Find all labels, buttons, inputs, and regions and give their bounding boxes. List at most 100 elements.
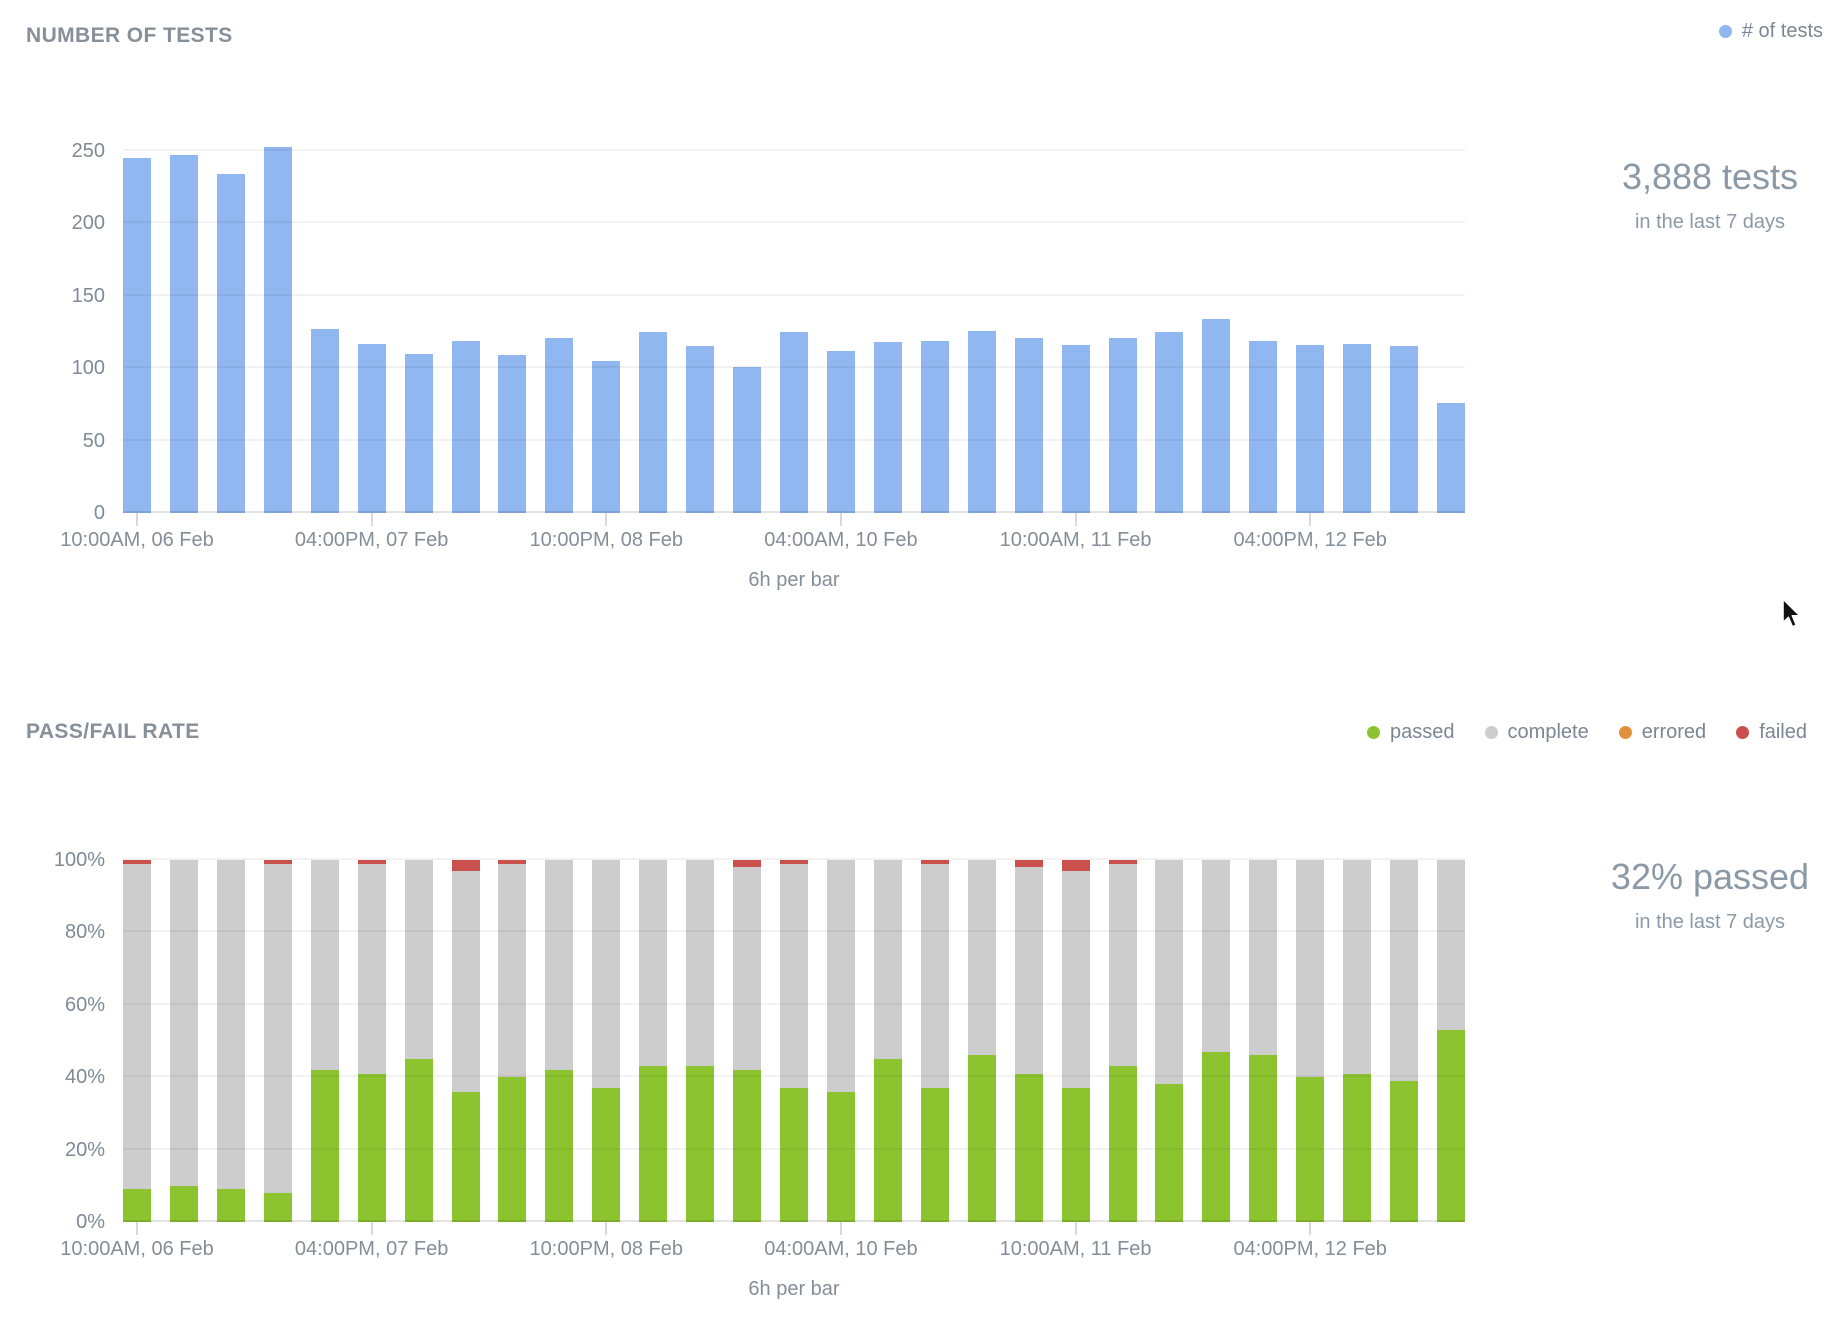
stacked-bar-segment-passed[interactable] <box>1108 1066 1137 1222</box>
stacked-bar-segment-passed[interactable] <box>169 1185 198 1222</box>
bar[interactable] <box>451 340 480 513</box>
stacked-bar-segment-passed[interactable] <box>733 1069 762 1222</box>
stacked-bar-segment-complete[interactable] <box>545 860 574 1070</box>
stacked-bar-segment-passed[interactable] <box>1437 1030 1465 1222</box>
stacked-bar-segment-passed[interactable] <box>123 1189 151 1222</box>
stacked-bar-segment-passed[interactable] <box>1390 1080 1419 1222</box>
bar[interactable] <box>357 343 386 513</box>
stacked-bar-segment-complete[interactable] <box>451 870 480 1092</box>
bar[interactable] <box>263 146 292 513</box>
stacked-bar-segment-failed[interactable] <box>357 860 386 864</box>
bar[interactable] <box>873 342 902 513</box>
bar[interactable] <box>1343 343 1372 513</box>
stacked-bar-segment-complete[interactable] <box>404 860 433 1060</box>
stacked-bar-segment-complete[interactable] <box>1155 860 1184 1085</box>
stacked-bar-segment-failed[interactable] <box>1014 860 1043 868</box>
stacked-bar-segment-passed[interactable] <box>1202 1051 1231 1222</box>
stacked-bar-segment-passed[interactable] <box>967 1055 996 1222</box>
number-of-tests-chart[interactable]: 0 50 100 150 200 250 10:00AM, 06 Feb 04:00PM, 0… <box>60 128 1465 591</box>
bar[interactable] <box>826 350 855 513</box>
stacked-bar-segment-failed[interactable] <box>498 860 527 864</box>
bar[interactable] <box>498 355 527 513</box>
stacked-bar-segment-passed[interactable] <box>357 1073 386 1222</box>
stacked-bar-segment-complete[interactable] <box>686 860 715 1067</box>
bar[interactable] <box>1390 346 1419 513</box>
stacked-bar-segment-complete[interactable] <box>1296 860 1325 1078</box>
bar[interactable] <box>733 366 762 513</box>
bar[interactable] <box>310 329 339 513</box>
stacked-bar-segment-complete[interactable] <box>780 863 808 1089</box>
stacked-bar-segment-complete[interactable] <box>920 863 949 1089</box>
legend-item-failed[interactable]: failed <box>1736 721 1807 744</box>
stacked-bar-segment-passed[interactable] <box>451 1091 480 1222</box>
stacked-bar-segment-complete[interactable] <box>310 860 339 1070</box>
stacked-bar-segment-failed[interactable] <box>451 860 480 871</box>
stacked-bar-segment-passed[interactable] <box>873 1059 902 1222</box>
stacked-bar-segment-passed[interactable] <box>686 1066 715 1222</box>
bar[interactable] <box>686 346 715 513</box>
stacked-bar-segment-complete[interactable] <box>967 860 996 1056</box>
stacked-bar-segment-complete[interactable] <box>498 863 527 1078</box>
stacked-bar-segment-complete[interactable] <box>1390 860 1419 1081</box>
stacked-bar-segment-failed[interactable] <box>733 860 762 868</box>
stacked-bar-segment-passed[interactable] <box>1061 1088 1090 1222</box>
stacked-bar-segment-passed[interactable] <box>639 1066 668 1222</box>
pass-fail-rate-chart[interactable]: 0% 20% 40% 60% 80% 100% 10:00AM, 06 Feb 04:00PM… <box>54 842 1465 1300</box>
stacked-bar-segment-passed[interactable] <box>545 1069 574 1222</box>
stacked-bar-segment-passed[interactable] <box>1014 1073 1043 1222</box>
bar[interactable] <box>169 155 198 513</box>
bar[interactable] <box>592 360 621 513</box>
stacked-bar-segment-passed[interactable] <box>404 1059 433 1222</box>
stacked-bar-segment-complete[interactable] <box>1437 860 1465 1031</box>
stacked-bar-segment-complete[interactable] <box>1202 860 1231 1052</box>
stacked-bar-segment-passed[interactable] <box>826 1091 855 1222</box>
bar[interactable] <box>1202 318 1231 513</box>
stacked-bar-segment-passed[interactable] <box>310 1069 339 1222</box>
stacked-bar-segment-complete[interactable] <box>1061 870 1090 1089</box>
bar[interactable] <box>780 332 808 513</box>
stacked-bar-segment-complete[interactable] <box>826 860 855 1092</box>
stacked-bar-segment-complete[interactable] <box>873 860 902 1060</box>
stacked-bar-segment-complete[interactable] <box>1014 867 1043 1074</box>
stacked-bar-segment-complete[interactable] <box>1343 860 1372 1074</box>
stacked-bar-segment-passed[interactable] <box>780 1088 808 1222</box>
stacked-bar-segment-failed[interactable] <box>263 860 292 864</box>
stacked-bar-segment-complete[interactable] <box>263 863 292 1194</box>
stacked-bar-segment-passed[interactable] <box>498 1077 527 1222</box>
bar[interactable] <box>216 174 245 513</box>
stacked-bar-segment-complete[interactable] <box>1108 863 1137 1067</box>
legend-item-errored[interactable]: errored <box>1618 721 1706 744</box>
stacked-bar-segment-failed[interactable] <box>780 860 808 864</box>
stacked-bar-segment-complete[interactable] <box>357 863 386 1074</box>
stacked-bar-segment-complete[interactable] <box>123 863 151 1190</box>
stacked-bar-segment-passed[interactable] <box>592 1088 621 1222</box>
bar[interactable] <box>123 158 151 513</box>
bar[interactable] <box>967 330 996 513</box>
stacked-bar-segment-passed[interactable] <box>1155 1084 1184 1222</box>
stacked-bar-segment-complete[interactable] <box>1249 860 1278 1056</box>
bar[interactable] <box>1296 345 1325 513</box>
legend-item-passed[interactable]: passed <box>1367 721 1455 744</box>
stacked-bar-segment-passed[interactable] <box>263 1193 292 1222</box>
bar[interactable] <box>920 340 949 513</box>
bar[interactable] <box>1155 332 1184 513</box>
bar[interactable] <box>1061 345 1090 513</box>
stacked-bar-segment-complete[interactable] <box>733 867 762 1070</box>
stacked-bar-segment-complete[interactable] <box>216 860 245 1190</box>
bar[interactable] <box>1108 337 1137 513</box>
bar[interactable] <box>1249 340 1278 513</box>
bar[interactable] <box>1014 337 1043 513</box>
stacked-bar-segment-complete[interactable] <box>592 860 621 1089</box>
stacked-bar-segment-complete[interactable] <box>169 860 198 1186</box>
stacked-bar-segment-passed[interactable] <box>216 1189 245 1222</box>
bar[interactable] <box>1437 402 1465 513</box>
stacked-bar-segment-passed[interactable] <box>1296 1077 1325 1222</box>
stacked-bar-segment-complete[interactable] <box>639 860 668 1067</box>
stacked-bar-segment-passed[interactable] <box>1249 1055 1278 1222</box>
bar[interactable] <box>545 337 574 513</box>
stacked-bar-segment-failed[interactable] <box>123 860 151 864</box>
legend-item-complete[interactable]: complete <box>1484 721 1589 744</box>
stacked-bar-segment-failed[interactable] <box>920 860 949 864</box>
stacked-bar-segment-failed[interactable] <box>1061 860 1090 871</box>
bar[interactable] <box>639 332 668 513</box>
